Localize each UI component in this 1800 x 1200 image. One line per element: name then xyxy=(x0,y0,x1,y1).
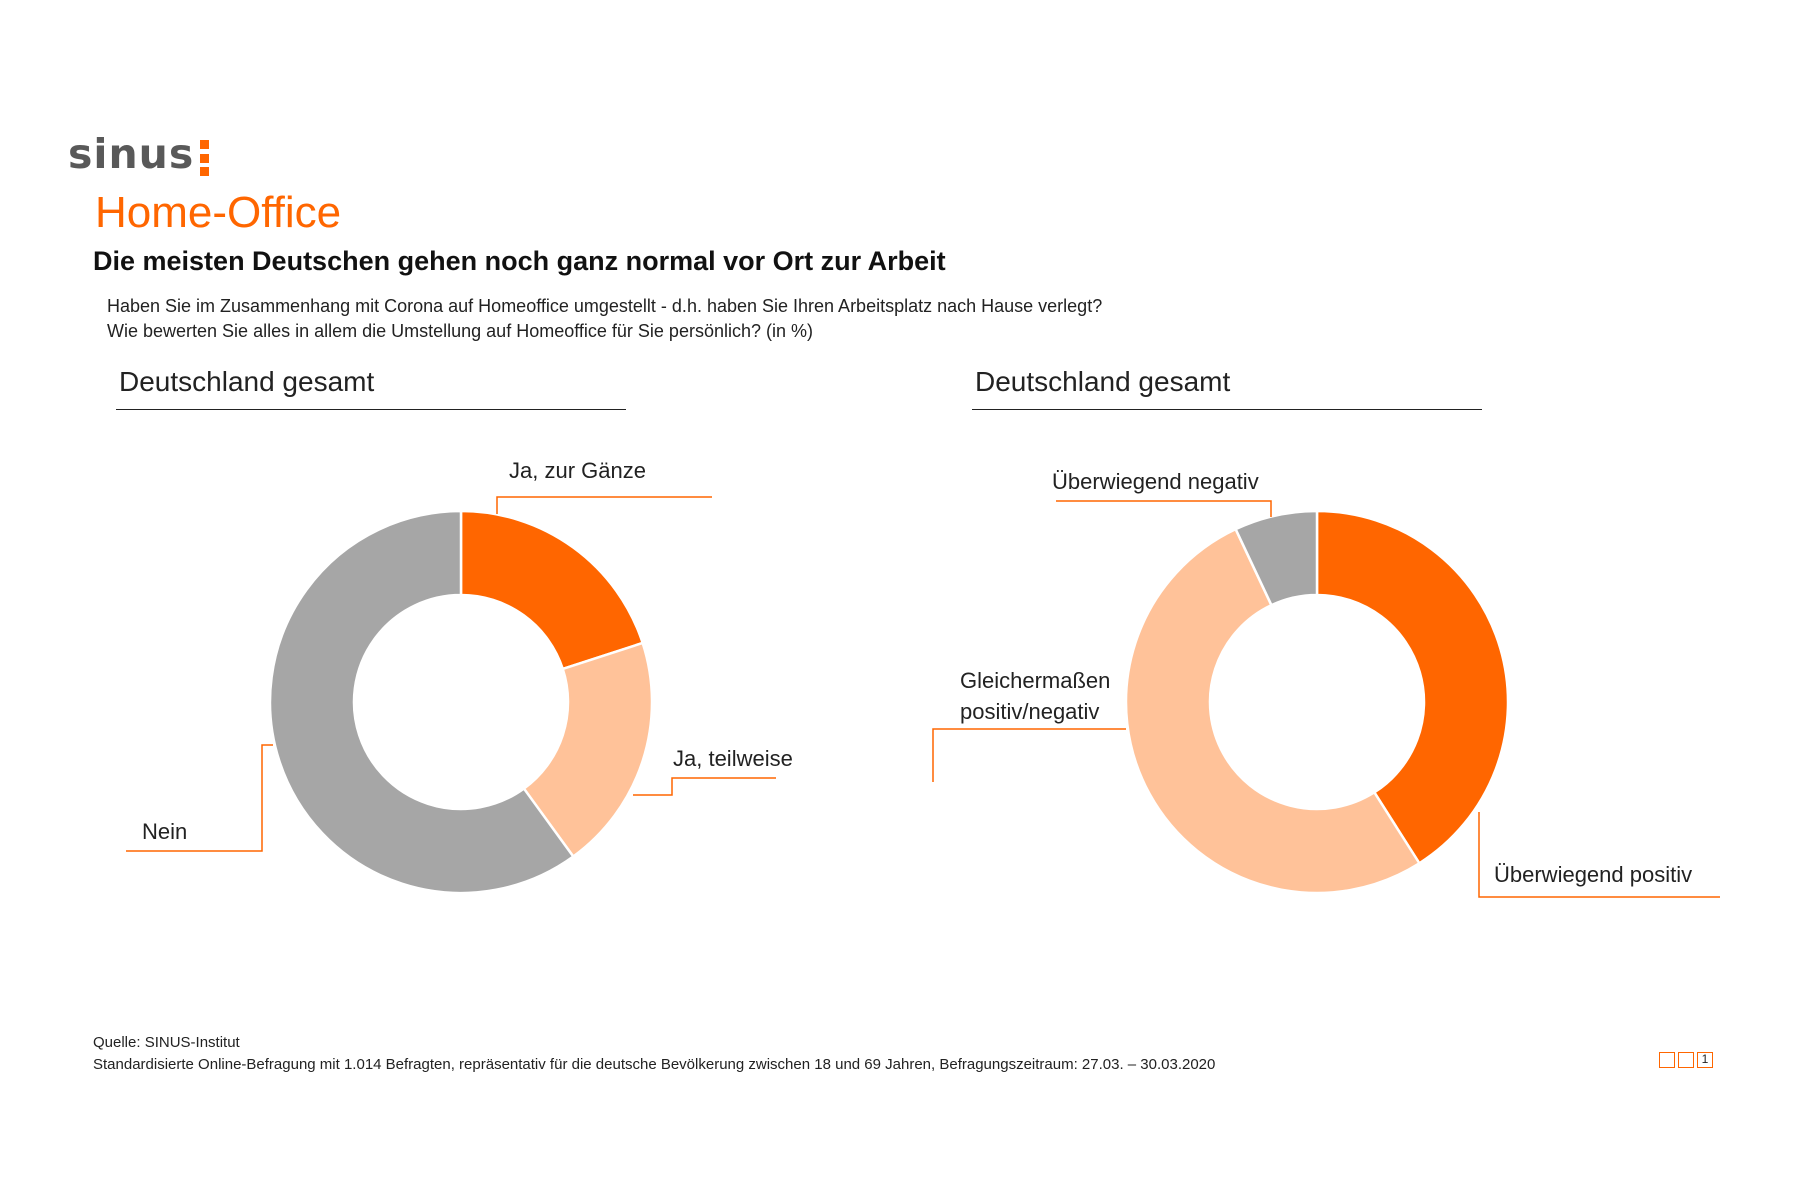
slice-label-line: Ja, zur Gänze xyxy=(509,458,646,483)
page-box xyxy=(1659,1052,1675,1068)
headline: Die meisten Deutschen gehen noch ganz no… xyxy=(93,246,946,276)
callout-line xyxy=(633,777,776,796)
source-line-1: Quelle: SINUS-Institut xyxy=(93,1034,240,1051)
slice-label-c1_s1: Ja, teilweise xyxy=(673,746,793,771)
chart-left-title: Deutschland gesamt xyxy=(119,366,375,397)
donut-slice-überwiegend-negativ xyxy=(1234,509,1319,607)
callout-line xyxy=(932,728,1126,782)
donut-chart-bewertung xyxy=(1124,509,1510,895)
callout-line xyxy=(496,496,712,514)
question-1: Haben Sie im Zusammenhang mit Corona auf… xyxy=(107,296,1103,316)
source-line-2: Standardisierte Online-Befragung mit 1.0… xyxy=(93,1056,1216,1073)
page-indicator: 1 xyxy=(1659,1052,1713,1068)
chart-right-title: Deutschland gesamt xyxy=(975,366,1231,397)
page-box xyxy=(1678,1052,1694,1068)
donut-slice-nein xyxy=(268,509,576,895)
donut-slice-ja-teilweise xyxy=(522,641,654,859)
question-2: Wie bewerten Sie alles in allem die Umst… xyxy=(107,321,813,341)
slice-label-line: Ja, teilweise xyxy=(673,746,793,771)
slice-label-line: Überwiegend positiv xyxy=(1494,862,1692,887)
slice-label-line: positiv/negativ xyxy=(960,699,1099,724)
callout-line xyxy=(1478,812,1720,898)
sinus-logo: sinus xyxy=(68,130,210,182)
slice-label-c2_s0: Überwiegend positiv xyxy=(1494,862,1692,887)
logo-mark xyxy=(200,140,210,176)
slice-label-c1_s2: Nein xyxy=(142,819,187,844)
donut-slice-überwiegend-positiv xyxy=(1315,509,1510,865)
slice-label-line: Überwiegend negativ xyxy=(1052,469,1259,494)
slice-label-c2_s2: Überwiegend negativ xyxy=(1052,469,1259,494)
slice-label-c1_s0: Ja, zur Gänze xyxy=(509,458,646,483)
section-title: Home-Office xyxy=(95,188,342,237)
chart-right-title-rule xyxy=(972,409,1482,410)
source-note: Quelle: SINUS-Institut Standardisierte O… xyxy=(93,1032,1215,1076)
slice-label-c2_s1: Gleichermaßen positiv/negativ xyxy=(960,668,1110,724)
callout-lines: Ja, zur Gänze Ja, teilweise Nein Überwiegen… xyxy=(126,458,1720,898)
callout-line xyxy=(126,744,273,852)
donut-slice-ja-zur-gänze xyxy=(459,509,645,671)
chart-left-title-rule xyxy=(116,409,626,410)
logo-text: sinus xyxy=(68,130,195,178)
page-number: 1 xyxy=(1697,1052,1713,1068)
callout-line xyxy=(1056,500,1272,517)
donut-chart-homeoffice xyxy=(268,509,654,895)
donut-slice-gleichermaßen-positiv-negativ xyxy=(1124,527,1422,895)
slice-label-line: Gleichermaßen xyxy=(960,668,1110,693)
slice-label-line: Nein xyxy=(142,819,187,844)
